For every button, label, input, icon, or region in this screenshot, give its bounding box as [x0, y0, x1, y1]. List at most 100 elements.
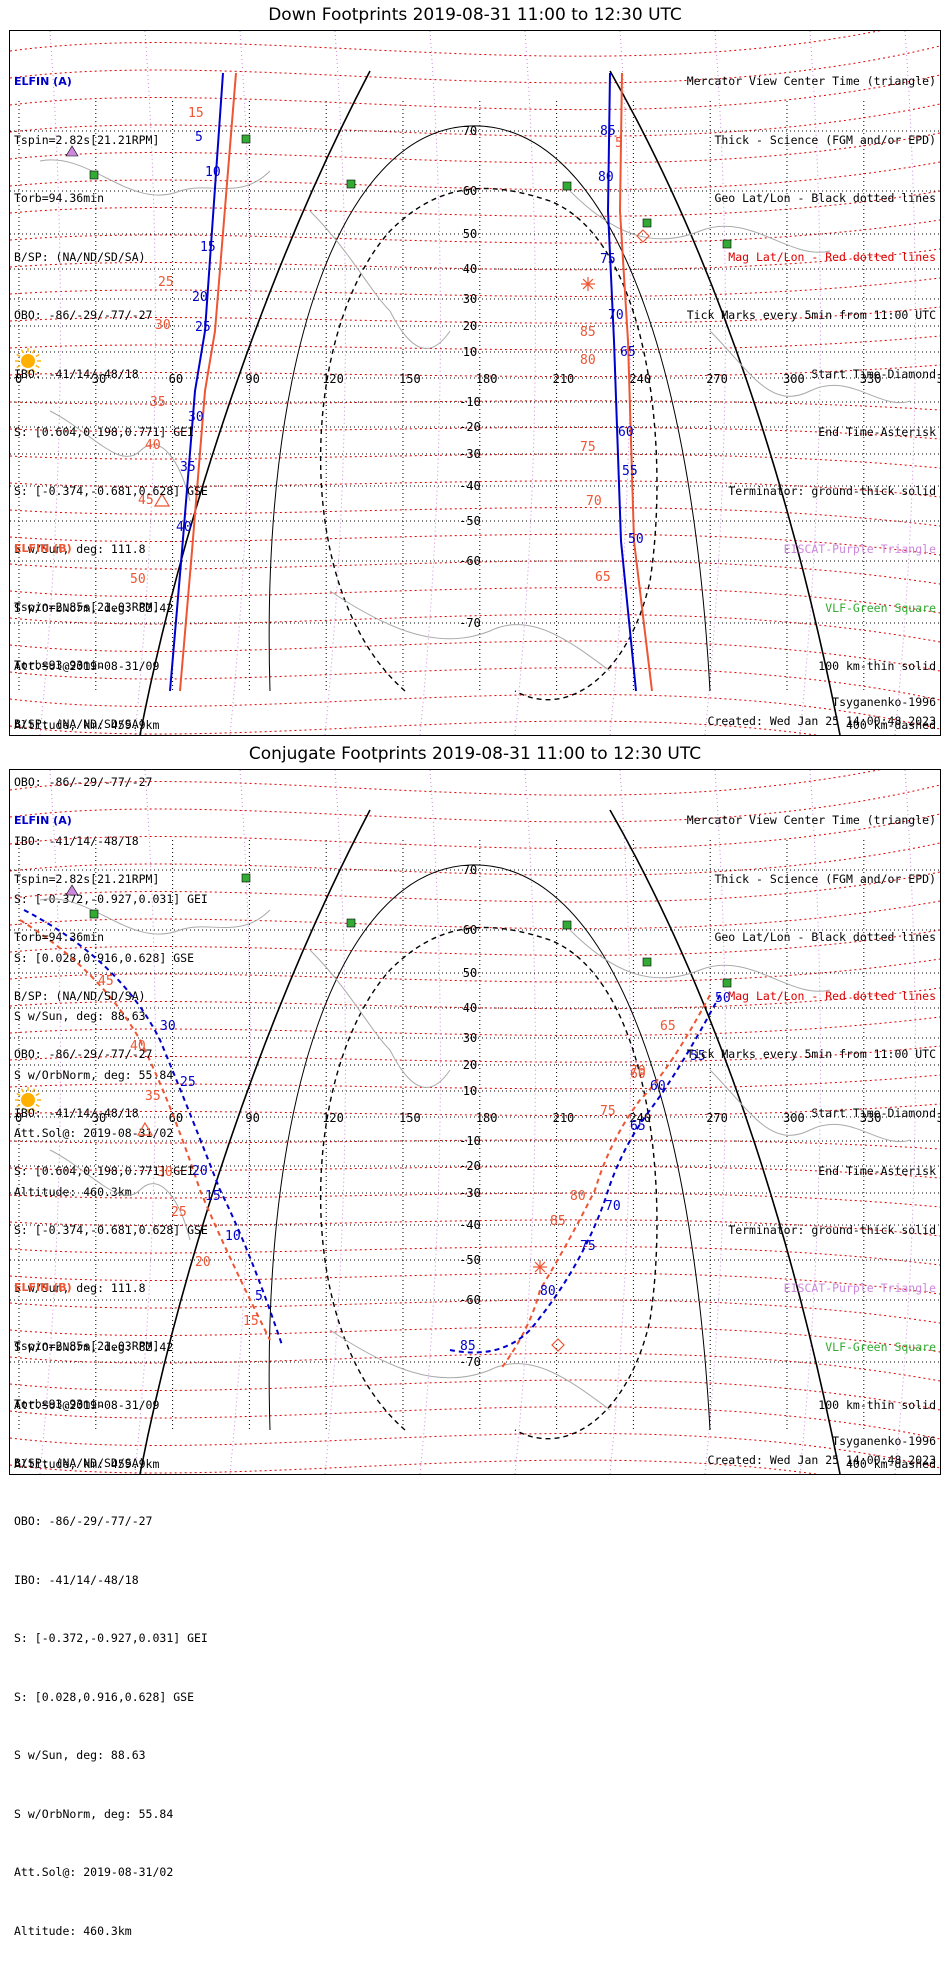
mag-lat-line — [10, 1219, 940, 1237]
lat-label: 40 — [463, 1001, 477, 1015]
legend-line: Start Time-Diamond — [811, 366, 936, 381]
sat-a-line: Tspin=2.82s[21.21RPM] — [14, 871, 160, 886]
coastline — [309, 949, 451, 1088]
sat-a-tick-label: 75 — [580, 1239, 596, 1254]
sat-a-line: Altitude, km: 459.9km — [14, 717, 160, 732]
sat-b-tick-label: 70 — [586, 494, 602, 509]
legend-line: Terminator: ground-thick solid — [728, 1222, 936, 1237]
legend-line: VLF-Green Square — [825, 1339, 936, 1354]
panel-title: Down Footprints 2019-08-31 11:00 to 12:3… — [268, 5, 682, 25]
sat-a-tick-label: 15 — [205, 1189, 221, 1204]
mag-lat-line — [10, 1326, 940, 1353]
sat-a-line: S: [-0.374,-0.681,0.628] GSE — [14, 483, 208, 498]
sun-ray — [35, 364, 40, 369]
sat-a-track — [169, 72, 224, 692]
sat-a-tick-label: 55 — [622, 464, 638, 479]
sat-b-tick-label: 80 — [570, 1189, 586, 1204]
sat-a-tick-label: 5 — [255, 1289, 263, 1304]
mag-lat-line — [10, 613, 940, 643]
sat-a-tick-label: 85 — [460, 1339, 476, 1354]
sat-a-line: B/SP: (NA/ND/SD/SA) — [14, 988, 146, 1003]
lat-label: -70 — [459, 1355, 481, 1369]
mag-lon-line — [324, 770, 346, 1474]
lat-label: -60 — [459, 554, 481, 568]
lon-label: 360 — [937, 372, 940, 386]
sat-b-line: IBO: -41/14/-48/18 — [14, 1572, 139, 1587]
legend-line: Terminator: ground-thick solid — [728, 483, 936, 498]
sat-b-info: ELFIN (B) Tspin=2.85s[21.03RPM] Torb=93.… — [14, 500, 208, 1241]
sat-b-line: S w/Sun, deg: 88.63 — [14, 1748, 146, 1762]
sat-a-line: Att.Sol@2019-08-31/09 — [14, 1398, 160, 1412]
sat-b-line: B/SP: (NA/ND/SD/SA) — [14, 1455, 146, 1470]
sat-b-tick-label: 70 — [630, 1064, 646, 1079]
sat-b-name: ELFIN (B) — [14, 542, 72, 555]
sat-b-tick-label: 85 — [580, 325, 596, 340]
vlf-station-icon — [562, 181, 572, 191]
sat-a-tick-label: 25 — [195, 320, 211, 335]
sat-a-line: S w/Sun, deg: 111.8 — [14, 542, 146, 556]
sat-b-track — [179, 72, 237, 692]
sun-ray — [35, 1092, 40, 1097]
legend-line: End Time-Asterisk — [818, 425, 936, 439]
mag-lat-line — [10, 1246, 940, 1266]
sat-a-line: OBO: -86/-29/-77/-27 — [14, 308, 153, 322]
model-label: Tsyganenko-1996 — [832, 695, 936, 709]
sat-b-tick-label: 15 — [188, 106, 204, 121]
sat-a-tick-label: 15 — [200, 240, 216, 255]
sat-b-tick-label: 65 — [660, 1019, 676, 1034]
eiscat-icon — [65, 145, 79, 157]
mag-lat-line — [10, 74, 940, 111]
lat-label: 60 — [463, 184, 477, 198]
sat-a-line: S w/OrbNorm, deg: 82.42 — [14, 1339, 174, 1354]
legend-line: 400 km-dashed — [845, 1456, 936, 1471]
sat-b-tick-label: 65 — [595, 570, 611, 585]
center-time-triangle-icon — [136, 1121, 154, 1136]
sat-b-tick-label: 30 — [157, 1165, 173, 1180]
mag-lat-line — [10, 219, 940, 244]
legend: Mercator View Center Time (triangle) Thi… — [687, 33, 936, 774]
lat-label: 20 — [463, 1058, 477, 1072]
mag-lat-line — [10, 190, 940, 217]
legend-line: Mercator View Center Time (triangle) — [686, 74, 936, 88]
created-label: Created: Wed Jan 25 14:00:48 2023 — [707, 714, 936, 728]
sat-b-line: S w/Sun, deg: 88.63 — [14, 1009, 146, 1023]
lon-label: 30 — [92, 1111, 106, 1125]
sun-icon — [21, 354, 35, 368]
sun-icon — [21, 1093, 35, 1107]
sat-b-line: S: [-0.372,-0.927,0.031] GEI — [14, 892, 208, 906]
legend-line: Mag Lat/Lon - Red dotted lines — [728, 988, 936, 1003]
sat-b-tick-label: 40 — [130, 1039, 146, 1054]
lon-label: 240 — [629, 372, 651, 386]
sat-a-info: ELFIN (A) Tspin=2.82s[21.21RPM] Torb=94.… — [14, 772, 208, 1513]
lon-label: 90 — [245, 372, 259, 386]
lat-label: 40 — [463, 262, 477, 276]
mag-lat-line — [10, 103, 940, 137]
mag-lat-line — [10, 248, 940, 271]
lat-label: -10 — [459, 1134, 481, 1148]
lat-label: -40 — [459, 1218, 481, 1232]
sat-b-info: ELFIN (B) Tspin=2.85s[21.03RPM] Torb=93.… — [14, 1239, 208, 1980]
sat-a-tick-label: 10 — [225, 1229, 241, 1244]
legend-line: Thick - Science (FGM and/or EPD) — [714, 871, 936, 886]
mag-lon-line — [799, 770, 821, 1474]
sat-a-info: ELFIN (A) Tspin=2.82s[21.21RPM] Torb=94.… — [14, 33, 208, 774]
terminator-line — [609, 809, 841, 1474]
sat-b-tick-label: 25 — [158, 275, 174, 290]
lon-label: 270 — [706, 1111, 728, 1125]
lon-label: 210 — [553, 372, 575, 386]
mag-lat-line — [10, 507, 940, 527]
sat-a-name: ELFIN (A) — [14, 75, 72, 88]
terminator-line — [139, 70, 371, 735]
mag-lat-line — [10, 987, 940, 1010]
coastline — [709, 1069, 911, 1143]
sun-ray — [20, 368, 25, 373]
sat-a-name: ELFIN (A) — [14, 814, 72, 827]
lat-label: -50 — [459, 514, 481, 528]
sat-b-line: Tspin=2.85s[21.03RPM] — [14, 1338, 160, 1353]
sat-a-line: S: [-0.374,-0.681,0.628] GSE — [14, 1222, 208, 1237]
sat-b-tick-label: 85 — [550, 1214, 566, 1229]
lat-label: -40 — [459, 479, 481, 493]
legend-line: Tick Marks every 5min from 11:00 UTC — [686, 1047, 936, 1061]
sat-a-track — [606, 72, 637, 692]
sat-a-tick-label: 75 — [600, 252, 616, 267]
